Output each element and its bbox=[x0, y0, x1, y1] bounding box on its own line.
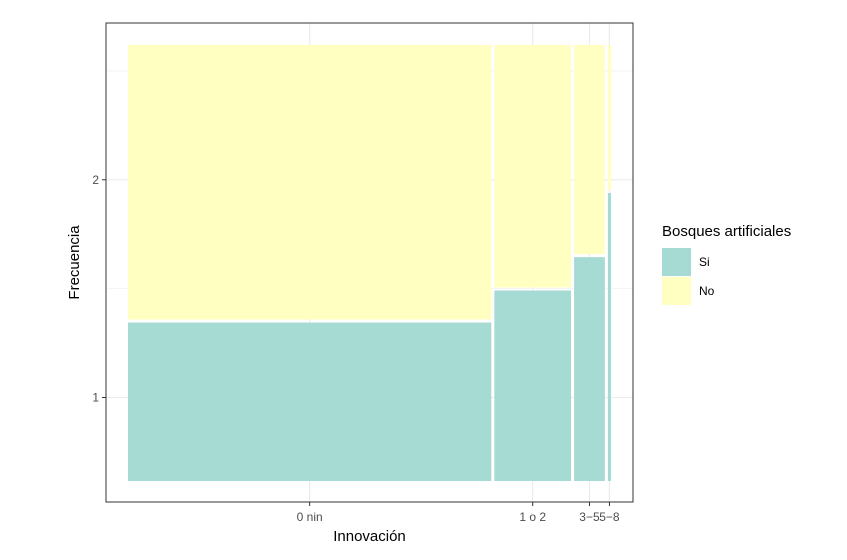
mosaic-tile-no-3 bbox=[574, 45, 605, 255]
mosaic-tile-no-2 bbox=[494, 45, 572, 288]
y-axis-title: Frecuencia bbox=[66, 225, 83, 300]
x-axis: 0 nin 1 o 2 3−5 5−8 bbox=[297, 502, 620, 524]
x-tick-label: 3−5 bbox=[579, 510, 600, 524]
x-tick-label: 0 nin bbox=[297, 510, 323, 524]
mosaic-tile-si-4 bbox=[607, 193, 611, 481]
x-tick-label: 5−8 bbox=[599, 510, 620, 524]
legend-key-si bbox=[662, 248, 691, 276]
mosaic-tile-si-2 bbox=[494, 290, 572, 481]
mosaic-tile-no-1 bbox=[128, 45, 492, 320]
y-axis: 12 bbox=[92, 173, 106, 404]
y-tick-label: 1 bbox=[92, 390, 99, 404]
legend-label-si: Si bbox=[699, 255, 710, 269]
legend: Si No bbox=[662, 248, 715, 305]
legend-label-no: No bbox=[699, 284, 715, 298]
mosaic-tile-si-3 bbox=[574, 257, 605, 481]
x-axis-title: Innovación bbox=[333, 528, 406, 545]
mosaic-tiles bbox=[128, 45, 611, 481]
panel-border bbox=[105, 22, 634, 503]
y-tick-label: 2 bbox=[92, 173, 99, 187]
x-tick-label: 1 o 2 bbox=[519, 510, 546, 524]
legend-title: Bosques artificiales bbox=[662, 223, 791, 240]
mosaic-tile-no-4 bbox=[607, 45, 611, 191]
mosaic-tile-si-1 bbox=[128, 322, 492, 481]
legend-key-no bbox=[662, 277, 691, 305]
